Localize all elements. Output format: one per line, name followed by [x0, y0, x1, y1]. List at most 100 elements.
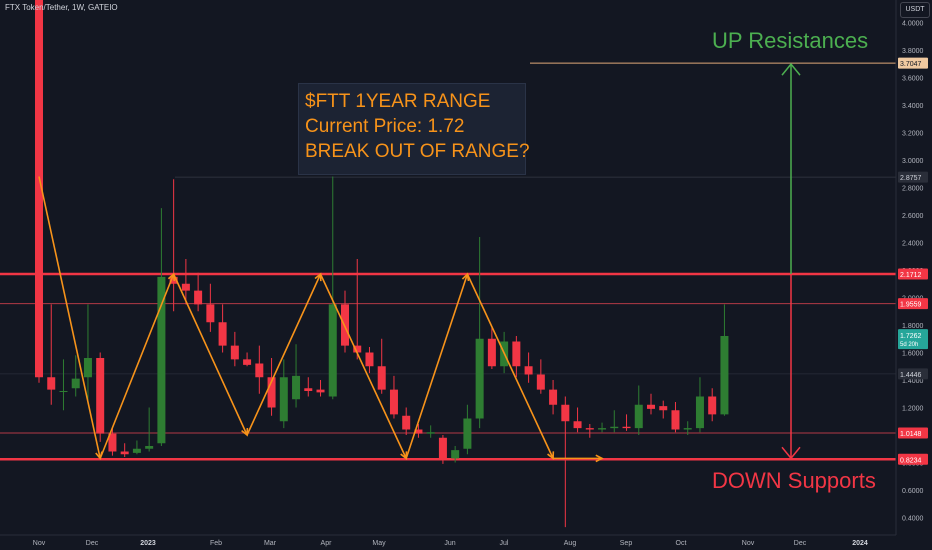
- candle-body: [255, 363, 264, 378]
- candle-body: [524, 366, 533, 375]
- price-level-tag: [898, 171, 928, 183]
- price-level-tag-label: 2.8757: [900, 175, 922, 182]
- candle-body: [463, 418, 472, 449]
- candle-body: [328, 304, 337, 397]
- candle-body: [71, 378, 80, 389]
- candle-body: [389, 389, 398, 415]
- candle-body: [181, 283, 190, 291]
- current-price-label: 1.7262: [900, 333, 922, 340]
- candle-body: [512, 341, 521, 367]
- info-line-3: BREAK OUT OF RANGE?: [305, 141, 530, 162]
- time-tick-label: Dec: [86, 540, 99, 547]
- candle-body: [316, 389, 325, 393]
- symbol-title: FTX Token/Tether, 1W, GATEIO: [5, 3, 118, 12]
- price-level-tag: [898, 57, 928, 69]
- time-axis[interactable]: Nov Dec 2023 Feb Mar Apr May Jun Jul Aug Sep Oct Nov…: [0, 534, 896, 547]
- candle-body: [230, 345, 239, 360]
- candle-body: [573, 421, 582, 429]
- candle-body: [279, 377, 288, 422]
- price-level-tag: [898, 368, 928, 380]
- candle-body: [622, 426, 631, 429]
- time-tick-label: Oct: [676, 540, 687, 547]
- time-tick-label: Nov: [742, 540, 755, 547]
- candle-body: [671, 410, 680, 430]
- candle-body: [59, 391, 68, 392]
- candle-body: [708, 396, 717, 415]
- candle-body: [536, 374, 545, 390]
- price-tick-label: 0.6000: [902, 488, 924, 495]
- candle-body: [634, 404, 643, 429]
- candle-body: [243, 359, 252, 365]
- time-tick-label: 2023: [140, 540, 156, 547]
- range-info-box: $FTT 1YEAR RANGE Current Price: 1.72 BRE…: [298, 83, 530, 175]
- time-tick-label: May: [372, 540, 386, 547]
- candle-body: [194, 290, 203, 305]
- price-level-tag-label: 1.4446: [900, 372, 922, 379]
- candle-body: [683, 428, 692, 430]
- price-tick-label: 3.4000: [902, 103, 924, 110]
- zigzag-segment: [405, 273, 469, 459]
- candle-body: [108, 433, 117, 452]
- time-tick-label: Nov: [33, 540, 46, 547]
- candle-body: [47, 377, 56, 390]
- price-tick-label: 3.6000: [902, 76, 924, 83]
- candle-body: [132, 448, 141, 453]
- down-arrow-head: [781, 446, 801, 460]
- time-tick-label: Dec: [794, 540, 807, 547]
- candle-body: [96, 358, 105, 434]
- candle-body: [267, 377, 276, 408]
- price-tick-label: 1.4000: [902, 378, 924, 385]
- candle-body: [610, 426, 619, 429]
- price-level-tag-label: 1.9559: [900, 302, 922, 309]
- time-tick-label: Jun: [444, 540, 455, 547]
- candle-body: [561, 404, 570, 422]
- candle-body: [35, 0, 43, 378]
- info-line-1: $FTT 1YEAR RANGE: [305, 91, 491, 112]
- candle-body: [695, 396, 704, 429]
- price-level-tag-label: 1.0148: [900, 431, 922, 438]
- candle-body: [598, 428, 607, 430]
- price-level-tag: [898, 268, 928, 280]
- zigzag-segment: [99, 273, 175, 459]
- price-tick-label: 2.6000: [902, 213, 924, 220]
- current-price-tag: [898, 329, 928, 350]
- zigzag-segment: [466, 273, 554, 459]
- zigzag-segment: [246, 273, 322, 436]
- candle-body: [206, 304, 215, 323]
- candle-body: [487, 338, 496, 367]
- price-tick-label: 1.2000: [902, 406, 924, 413]
- candle-body: [353, 345, 362, 353]
- candle-body: [402, 415, 411, 430]
- zigzag-segment: [38, 176, 101, 459]
- candle-body: [365, 352, 374, 367]
- candle-body: [549, 389, 558, 405]
- candle-body: [145, 446, 154, 449]
- candle-body: [414, 429, 423, 434]
- candle-body: [475, 338, 484, 419]
- price-tick-label: 1.8000: [902, 323, 924, 330]
- candle-body: [304, 388, 313, 391]
- time-tick-label: Jul: [500, 540, 509, 547]
- price-tick-label: 2.8000: [902, 186, 924, 193]
- currency-button[interactable]: USDT: [900, 2, 930, 18]
- candle-body: [292, 375, 301, 400]
- price-level-tag: [898, 298, 928, 310]
- candle-body: [218, 322, 227, 346]
- arrows-layer: [781, 62, 801, 460]
- price-tick-label: 2.4000: [902, 241, 924, 248]
- time-tick-label: Sep: [620, 540, 633, 547]
- price-level-tag-label: 0.8234: [900, 457, 922, 464]
- candle-body: [720, 336, 729, 415]
- price-tick-label: 0.4000: [902, 516, 924, 523]
- down-supports-label: DOWN Supports: [712, 468, 876, 493]
- current-price-countdown: 5d 20h: [900, 342, 918, 348]
- candle-body: [377, 366, 386, 390]
- price-tick-label: 3.8000: [902, 48, 924, 55]
- candle-body: [659, 406, 668, 411]
- zigzag-segment: [172, 273, 248, 436]
- price-axis[interactable]: 4.0000 3.8000 3.6000 3.4000 3.2000 3.0000 2.80…: [895, 0, 932, 550]
- candle-body: [157, 276, 166, 444]
- time-tick-label: Aug: [564, 540, 577, 547]
- candle-body: [83, 358, 92, 378]
